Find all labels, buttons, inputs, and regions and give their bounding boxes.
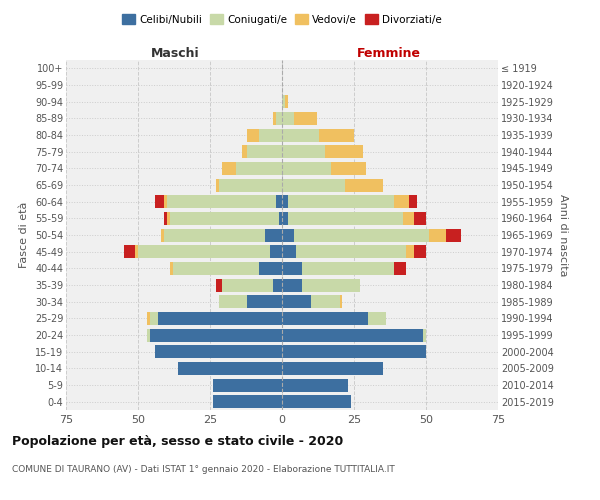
Bar bbox=[216, 178, 218, 192]
Bar bbox=[423, 328, 426, 342]
Bar bbox=[247, 145, 282, 158]
Bar bbox=[446, 228, 461, 241]
Bar bbox=[276, 112, 282, 125]
Bar bbox=[302, 262, 394, 275]
Bar bbox=[394, 262, 406, 275]
Bar bbox=[173, 262, 259, 275]
Bar bbox=[288, 195, 394, 208]
Bar bbox=[282, 328, 423, 342]
Bar bbox=[282, 312, 368, 325]
Bar bbox=[218, 178, 282, 192]
Bar bbox=[178, 362, 282, 375]
Bar bbox=[242, 145, 247, 158]
Bar bbox=[368, 312, 386, 325]
Bar bbox=[429, 228, 446, 241]
Bar bbox=[170, 212, 279, 225]
Bar bbox=[282, 145, 325, 158]
Bar bbox=[282, 112, 293, 125]
Bar bbox=[282, 378, 348, 392]
Bar bbox=[285, 95, 288, 108]
Bar bbox=[279, 212, 282, 225]
Bar bbox=[346, 178, 383, 192]
Bar bbox=[167, 212, 170, 225]
Bar bbox=[149, 328, 282, 342]
Bar bbox=[276, 195, 282, 208]
Bar bbox=[403, 212, 415, 225]
Bar bbox=[271, 245, 282, 258]
Bar bbox=[146, 328, 149, 342]
Bar bbox=[319, 128, 354, 141]
Bar bbox=[274, 112, 276, 125]
Bar bbox=[311, 295, 340, 308]
Bar bbox=[135, 245, 138, 258]
Bar bbox=[282, 212, 288, 225]
Bar bbox=[282, 162, 331, 175]
Bar bbox=[331, 162, 365, 175]
Bar bbox=[302, 278, 360, 291]
Bar bbox=[155, 195, 164, 208]
Bar bbox=[265, 228, 282, 241]
Bar bbox=[213, 395, 282, 408]
Bar bbox=[138, 245, 271, 258]
Bar bbox=[282, 345, 426, 358]
Bar bbox=[247, 128, 259, 141]
Bar bbox=[218, 295, 247, 308]
Bar bbox=[282, 295, 311, 308]
Bar bbox=[282, 262, 302, 275]
Bar bbox=[325, 145, 362, 158]
Bar bbox=[164, 228, 265, 241]
Bar bbox=[259, 128, 282, 141]
Text: Popolazione per età, sesso e stato civile - 2020: Popolazione per età, sesso e stato civil… bbox=[12, 435, 343, 448]
Bar bbox=[274, 278, 282, 291]
Bar bbox=[409, 195, 418, 208]
Text: COMUNE DI TAURANO (AV) - Dati ISTAT 1° gennaio 2020 - Elaborazione TUTTITALIA.IT: COMUNE DI TAURANO (AV) - Dati ISTAT 1° g… bbox=[12, 465, 395, 474]
Bar bbox=[170, 262, 173, 275]
Bar bbox=[259, 262, 282, 275]
Bar bbox=[282, 278, 302, 291]
Bar bbox=[124, 245, 135, 258]
Bar bbox=[213, 378, 282, 392]
Bar bbox=[282, 95, 285, 108]
Bar bbox=[415, 245, 426, 258]
Bar bbox=[282, 128, 319, 141]
Bar bbox=[158, 312, 282, 325]
Bar bbox=[394, 195, 409, 208]
Bar bbox=[216, 278, 221, 291]
Bar bbox=[282, 178, 346, 192]
Y-axis label: Anni di nascita: Anni di nascita bbox=[557, 194, 568, 276]
Bar bbox=[167, 195, 276, 208]
Bar bbox=[164, 195, 167, 208]
Bar bbox=[282, 245, 296, 258]
Bar bbox=[149, 312, 158, 325]
Bar bbox=[247, 295, 282, 308]
Bar bbox=[161, 228, 164, 241]
Bar bbox=[221, 278, 274, 291]
Text: Femmine: Femmine bbox=[356, 47, 421, 60]
Bar bbox=[282, 395, 351, 408]
Bar bbox=[415, 212, 426, 225]
Bar bbox=[288, 212, 403, 225]
Bar bbox=[296, 245, 406, 258]
Bar bbox=[293, 228, 429, 241]
Bar bbox=[164, 212, 167, 225]
Bar bbox=[236, 162, 282, 175]
Y-axis label: Fasce di età: Fasce di età bbox=[19, 202, 29, 268]
Bar bbox=[282, 195, 288, 208]
Bar bbox=[293, 112, 317, 125]
Bar bbox=[221, 162, 236, 175]
Legend: Celibi/Nubili, Coniugati/e, Vedovi/e, Divorziati/e: Celibi/Nubili, Coniugati/e, Vedovi/e, Di… bbox=[118, 10, 446, 29]
Text: Maschi: Maschi bbox=[151, 47, 200, 60]
Bar bbox=[155, 345, 282, 358]
Bar bbox=[282, 228, 293, 241]
Bar bbox=[282, 362, 383, 375]
Bar bbox=[146, 312, 149, 325]
Bar bbox=[340, 295, 343, 308]
Bar bbox=[406, 245, 415, 258]
